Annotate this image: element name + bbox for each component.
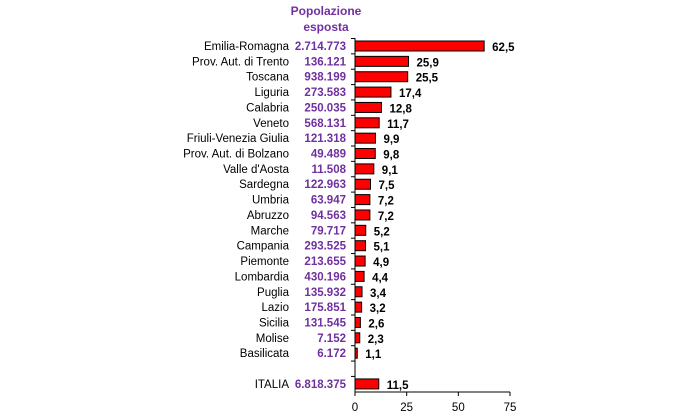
value-label: 25,9 xyxy=(417,57,439,69)
category-label: Piemonte xyxy=(240,256,289,268)
value-label: 5,2 xyxy=(374,226,390,238)
bar xyxy=(354,178,371,190)
population-label: 11.508 xyxy=(311,164,346,176)
category-label: Campania xyxy=(237,241,290,253)
x-tick-label: 50 xyxy=(452,402,465,414)
value-label: 9,9 xyxy=(383,134,399,146)
value-label: 9,8 xyxy=(383,150,400,162)
category-label: Molise xyxy=(256,333,289,345)
population-label: 213.655 xyxy=(304,256,346,268)
category-label: Sicilia xyxy=(259,317,290,329)
bar xyxy=(354,270,365,282)
bar xyxy=(354,301,363,313)
population-label: 79.717 xyxy=(311,225,346,237)
population-label: 121.318 xyxy=(304,133,346,145)
category-label: Liguria xyxy=(254,87,289,99)
category-label: Emilia-Romagna xyxy=(204,41,290,53)
column-header-line2: esposta xyxy=(303,20,349,34)
value-label: 7,2 xyxy=(378,211,394,223)
population-label: 136.121 xyxy=(304,56,346,68)
population-label: 135.932 xyxy=(304,287,346,299)
population-label: 7.152 xyxy=(317,333,346,345)
category-label: Toscana xyxy=(246,72,289,84)
population-label: 293.525 xyxy=(304,241,346,253)
category-label: Friuli-Venezia Giulia xyxy=(187,133,290,145)
population-label: 6.818.375 xyxy=(295,379,347,391)
category-label: Basilicata xyxy=(240,348,290,360)
x-tick-label: 0 xyxy=(352,402,358,414)
category-label: Sardegna xyxy=(239,179,289,191)
bar xyxy=(354,316,361,328)
category-label: Calabria xyxy=(246,102,289,114)
category-label: ITALIA xyxy=(255,379,290,391)
bar xyxy=(354,40,485,52)
category-label: Marche xyxy=(251,225,289,237)
bar xyxy=(354,101,382,113)
category-label: Lombardia xyxy=(235,271,290,283)
value-label: 7,5 xyxy=(379,180,396,192)
x-tick-label: 75 xyxy=(504,402,517,414)
category-label: Veneto xyxy=(253,118,289,130)
category-label: Abruzzo xyxy=(247,210,289,222)
category-label: Umbria xyxy=(252,195,290,207)
value-label: 62,5 xyxy=(492,42,515,54)
bar xyxy=(354,163,375,175)
value-label: 17,4 xyxy=(399,88,422,100)
value-label: 5,1 xyxy=(374,242,391,254)
category-label: Puglia xyxy=(257,287,290,299)
bar xyxy=(354,209,371,221)
population-label: 49.489 xyxy=(311,149,346,161)
value-label: 2,6 xyxy=(368,318,384,330)
population-label: 131.545 xyxy=(304,317,346,329)
value-label: 25,5 xyxy=(416,73,439,85)
value-label: 1,1 xyxy=(365,349,382,361)
population-label: 250.035 xyxy=(304,102,346,114)
bar xyxy=(354,86,392,98)
population-label: 2.714.773 xyxy=(295,41,346,53)
value-label: 2,3 xyxy=(368,334,384,346)
value-label: 7,2 xyxy=(378,196,394,208)
value-label: 11,7 xyxy=(387,119,409,131)
bar xyxy=(354,194,371,206)
category-label: Lazio xyxy=(262,302,290,314)
bar xyxy=(354,240,367,252)
category-label: Valle d'Aosta xyxy=(223,164,290,176)
population-label: 273.583 xyxy=(304,87,346,99)
category-label: Prov. Aut. di Trento xyxy=(192,56,289,68)
value-label: 4,9 xyxy=(373,257,389,269)
bar xyxy=(354,71,409,83)
bar xyxy=(354,286,363,298)
population-label: 94.563 xyxy=(311,210,346,222)
value-label: 4,4 xyxy=(372,272,389,284)
population-label: 63.947 xyxy=(311,195,346,207)
population-label: 175.851 xyxy=(304,302,346,314)
population-label: 122.963 xyxy=(304,179,346,191)
bar xyxy=(354,224,367,236)
value-label: 12,8 xyxy=(389,103,412,115)
bar xyxy=(354,148,376,160)
population-label: 568.131 xyxy=(304,118,346,130)
population-label: 430.196 xyxy=(304,271,346,283)
population-label: 938.199 xyxy=(304,72,346,84)
value-label: 3,4 xyxy=(370,288,387,300)
bar xyxy=(354,117,380,129)
column-header-line1: Popolazione xyxy=(291,4,362,18)
value-label: 3,2 xyxy=(370,303,386,315)
bar xyxy=(354,55,410,67)
bar xyxy=(354,378,380,390)
category-label: Prov. Aut. di Bolzano xyxy=(183,149,289,161)
bar xyxy=(354,255,366,267)
x-tick-label: 25 xyxy=(400,402,413,414)
value-label: 11,5 xyxy=(387,380,409,392)
bar xyxy=(354,132,376,144)
bar xyxy=(354,332,361,344)
value-label: 9,1 xyxy=(382,165,399,177)
population-label: 6.172 xyxy=(317,348,346,360)
